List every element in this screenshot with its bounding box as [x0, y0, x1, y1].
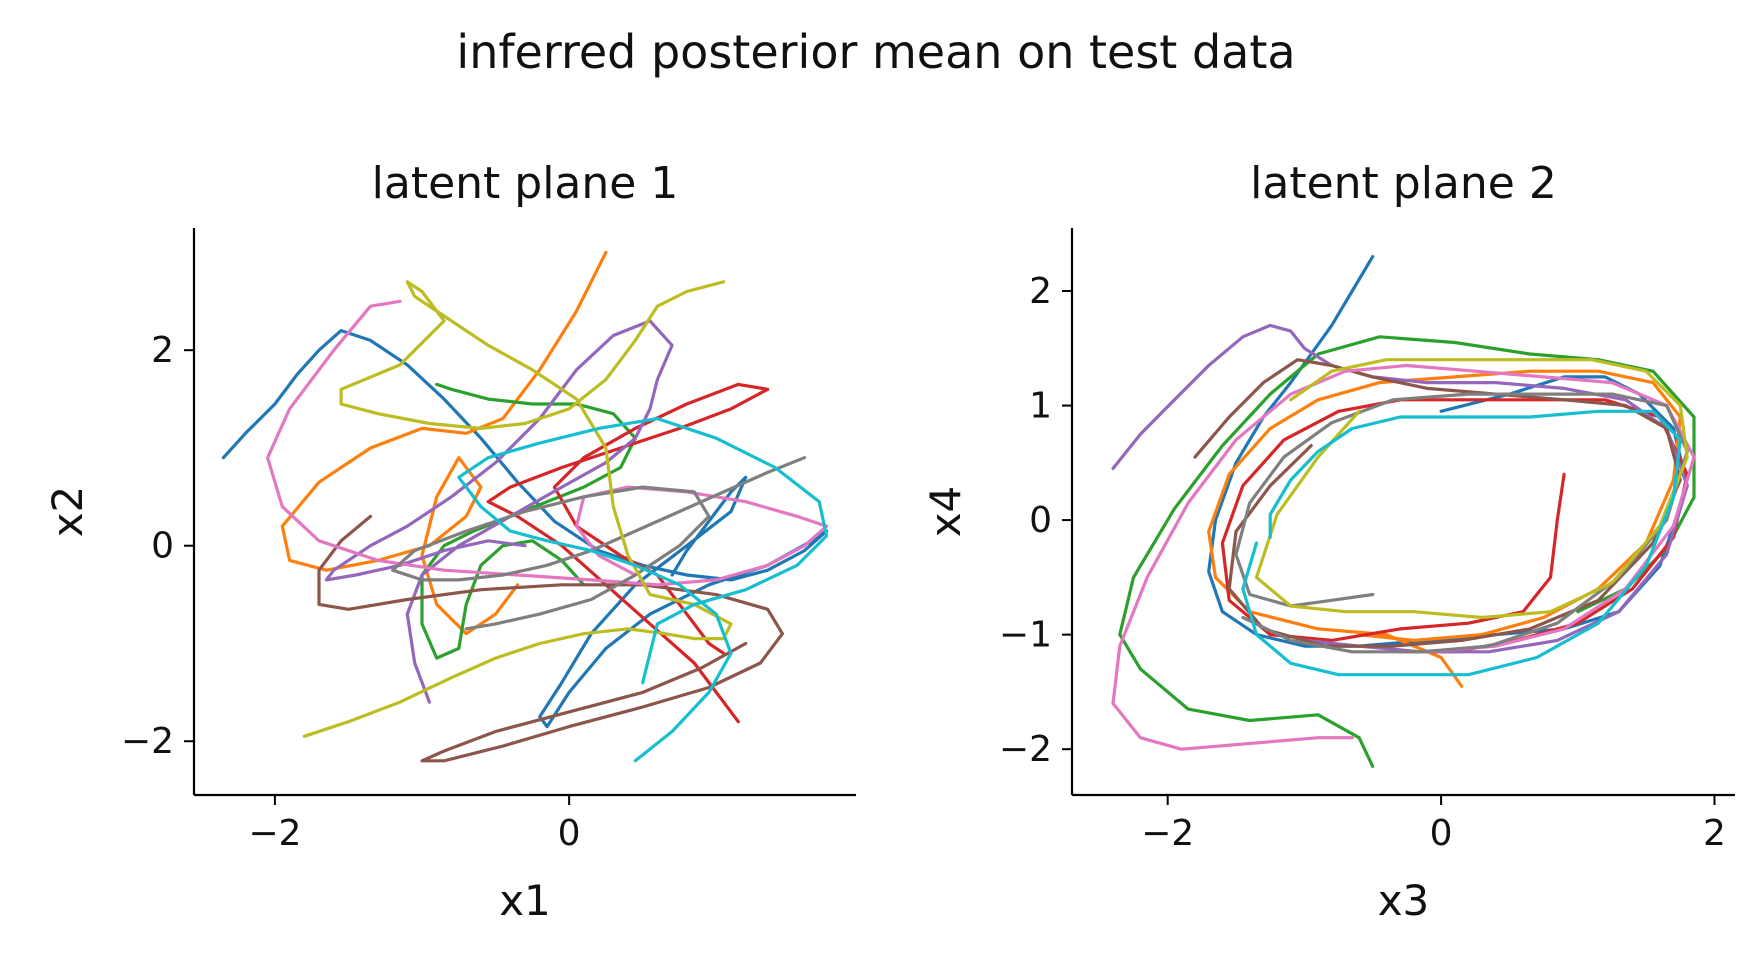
plane-1-series-8 — [391, 456, 807, 631]
plane-2-y-tick-label: −2 — [999, 729, 1052, 770]
plane-2-series-8 — [1234, 392, 1689, 654]
plane-2-series-7 — [1111, 363, 1696, 751]
plane-2-y-tick-label: 1 — [1029, 386, 1052, 427]
plane-2-series-10 — [1241, 409, 1682, 677]
plane-1-y-tick-label: −2 — [121, 721, 174, 762]
plane-1-x-axis-label: x1 — [499, 876, 551, 925]
plane-1-series-3 — [420, 382, 637, 660]
plane-1-series-10 — [457, 417, 829, 763]
plane-1-series-6 — [317, 514, 784, 763]
plane-2-series-4 — [1220, 398, 1689, 654]
plane-2-y-axis-label: x4 — [921, 486, 970, 538]
plane-1-y-tick-label: 2 — [151, 330, 174, 371]
plane-1-x-tick-label: −2 — [248, 813, 301, 854]
plane-2-series-9 — [1254, 358, 1689, 620]
plane-1-y-tick-label: 0 — [151, 526, 174, 567]
plane-2-x-tick-label: −2 — [1141, 813, 1194, 854]
plane-1-series-5 — [324, 319, 674, 704]
plane-2-series-1 — [1207, 255, 1689, 648]
plane-1-series-9 — [302, 280, 733, 738]
plane-1-title: latent plane 1 — [372, 158, 679, 209]
plane-1-series-7 — [266, 299, 829, 587]
plane-1-y-axis-label: x2 — [43, 486, 92, 538]
plane-2-y-tick-label: 0 — [1029, 500, 1052, 541]
plane-2-x-tick-label: 2 — [1703, 813, 1726, 854]
plane-2-title: latent plane 2 — [1250, 158, 1557, 209]
latent-plane-2-axes: −2 0 2 −2 −1 0 1 2 latent plane 2 x3 x4 — [921, 158, 1735, 925]
plane-2-y-tick-label: −1 — [999, 615, 1052, 656]
figure-title: inferred posterior mean on test data — [456, 25, 1295, 79]
latent-plane-1-axes: −2 0 −2 0 2 latent plane 1 x1 x2 — [43, 158, 856, 925]
plane-1-x-tick-label: 0 — [558, 813, 581, 854]
plane-2-y-tick-label: 2 — [1029, 271, 1052, 312]
plane-2-x-axis-label: x3 — [1378, 876, 1430, 925]
plane-2-series-5 — [1111, 323, 1689, 654]
plane-2-x-tick-label: 0 — [1430, 813, 1453, 854]
